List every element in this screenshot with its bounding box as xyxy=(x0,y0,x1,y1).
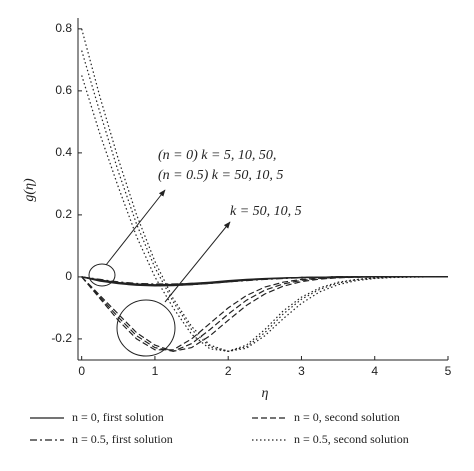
y-tick-label: -0.2 xyxy=(51,331,72,345)
arrow xyxy=(105,189,166,266)
y-axis-label: g(η) xyxy=(22,178,37,202)
x-tick-label: 1 xyxy=(152,364,159,378)
legend-label: n = 0.5, first solution xyxy=(72,432,173,446)
circle-marker xyxy=(116,299,176,357)
annotation: (n = 0) k = 5, 10, 50, xyxy=(158,148,276,163)
legend-label: n = 0, first solution xyxy=(72,410,164,424)
y-tick-label: 0.2 xyxy=(55,207,72,221)
x-tick-label: 0 xyxy=(78,364,85,378)
series-line xyxy=(81,276,448,352)
circle-marker xyxy=(88,263,116,287)
x-tick-label: 3 xyxy=(298,364,305,378)
x-axis-label: η xyxy=(262,386,269,401)
y-tick-label: 0 xyxy=(65,269,72,283)
series-line xyxy=(81,75,448,352)
arrow xyxy=(164,221,231,303)
x-tick-label: 4 xyxy=(371,364,378,378)
annotation: k = 50, 10, 5 xyxy=(230,204,302,219)
y-tick-label: 0.8 xyxy=(55,21,72,35)
x-tick-label: 5 xyxy=(445,364,452,378)
annotation: (n = 0.5) k = 50, 10, 5 xyxy=(158,168,283,183)
series-line xyxy=(81,276,448,352)
legend-label: n = 0, second solution xyxy=(294,410,400,424)
series-line xyxy=(81,28,448,352)
series-line xyxy=(81,276,448,351)
y-tick-label: 0.4 xyxy=(55,145,72,159)
y-tick-label: 0.6 xyxy=(55,83,72,97)
legend-label: n = 0.5, second solution xyxy=(294,432,409,446)
x-tick-label: 2 xyxy=(225,364,232,378)
series-line xyxy=(81,50,448,352)
